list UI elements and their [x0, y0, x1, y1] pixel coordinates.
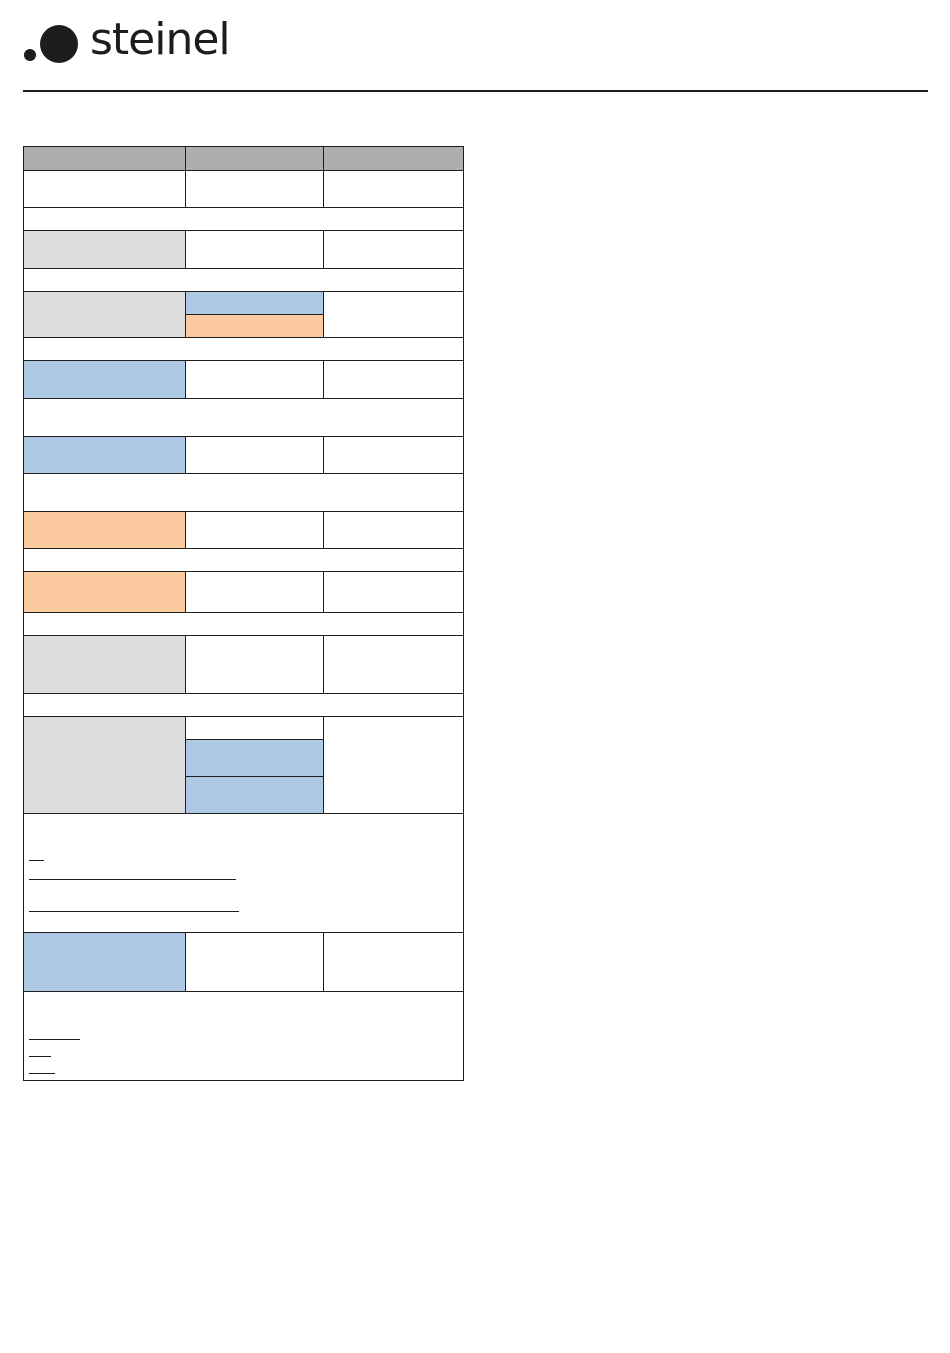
table-cell [185, 932, 324, 992]
table-cell [23, 291, 186, 338]
section-row [23, 268, 464, 292]
table-cell [323, 932, 464, 992]
header-divider [23, 90, 928, 92]
underline-mark [29, 1056, 51, 1057]
section-cell [23, 207, 464, 231]
table-row [23, 291, 464, 338]
table-row [23, 932, 464, 992]
table-row [23, 170, 464, 208]
table-cell [323, 436, 464, 474]
table-cell [323, 716, 464, 814]
section-cell [23, 473, 464, 512]
section-cell [23, 337, 464, 361]
spec-table [23, 146, 464, 1081]
section-row [23, 337, 464, 361]
table-cell [185, 230, 324, 269]
logo-big-dot-icon [40, 25, 78, 63]
logo-small-dot-icon [24, 49, 36, 61]
table-cell [323, 291, 464, 338]
table-cell [23, 170, 186, 208]
table-row [23, 635, 464, 694]
header-cell [323, 146, 464, 171]
table-cell [185, 571, 324, 613]
table-cell [185, 739, 324, 777]
section-row [23, 398, 464, 437]
table-cell [23, 511, 186, 549]
table-cell [323, 230, 464, 269]
logo-wordmark: steinel [90, 14, 231, 65]
table-cell [185, 635, 324, 694]
table-cell [185, 360, 324, 399]
section-row [23, 612, 464, 636]
table-header-row [23, 146, 464, 171]
table-cell [23, 436, 186, 474]
table-row [23, 571, 464, 613]
section-row [23, 207, 464, 231]
note-cell [23, 813, 464, 933]
table-cell [23, 635, 186, 694]
table-cell [185, 716, 324, 740]
table-row [23, 230, 464, 269]
table-cell [185, 776, 324, 814]
underline-mark [29, 860, 44, 861]
underline-mark [29, 1039, 80, 1040]
section-row [23, 548, 464, 572]
table-cell [323, 635, 464, 694]
underline-mark [29, 911, 239, 912]
section-row [23, 473, 464, 512]
table-row [23, 716, 464, 814]
note-row [23, 991, 464, 1081]
section-cell [23, 548, 464, 572]
section-row [23, 693, 464, 717]
table-row [24, 776, 464, 814]
table-row [23, 360, 464, 399]
table-cell [23, 932, 186, 992]
header: steinel [24, 18, 231, 66]
table-cell [23, 571, 186, 613]
table-cell [323, 170, 464, 208]
table-cell [23, 230, 186, 269]
table-cell [23, 360, 186, 399]
table-row [24, 314, 464, 338]
underline-mark [29, 879, 236, 880]
table-cell [323, 360, 464, 399]
steinel-logo: steinel [24, 18, 231, 66]
header-cell [23, 146, 186, 171]
table-row [23, 436, 464, 474]
section-cell [23, 268, 464, 292]
table-cell [185, 314, 324, 338]
table-cell [323, 511, 464, 549]
table-cell [185, 170, 324, 208]
table-cell [185, 436, 324, 474]
table-cell [23, 716, 186, 814]
table-cell [323, 571, 464, 613]
header-cell [185, 146, 324, 171]
underline-mark [29, 1073, 55, 1074]
table-cell [185, 511, 324, 549]
section-cell [23, 693, 464, 717]
note-row [23, 813, 464, 933]
table-cell [185, 291, 324, 315]
note-cell [23, 991, 464, 1081]
table-row [24, 739, 464, 777]
section-cell [23, 398, 464, 437]
section-cell [23, 612, 464, 636]
table-row [23, 511, 464, 549]
